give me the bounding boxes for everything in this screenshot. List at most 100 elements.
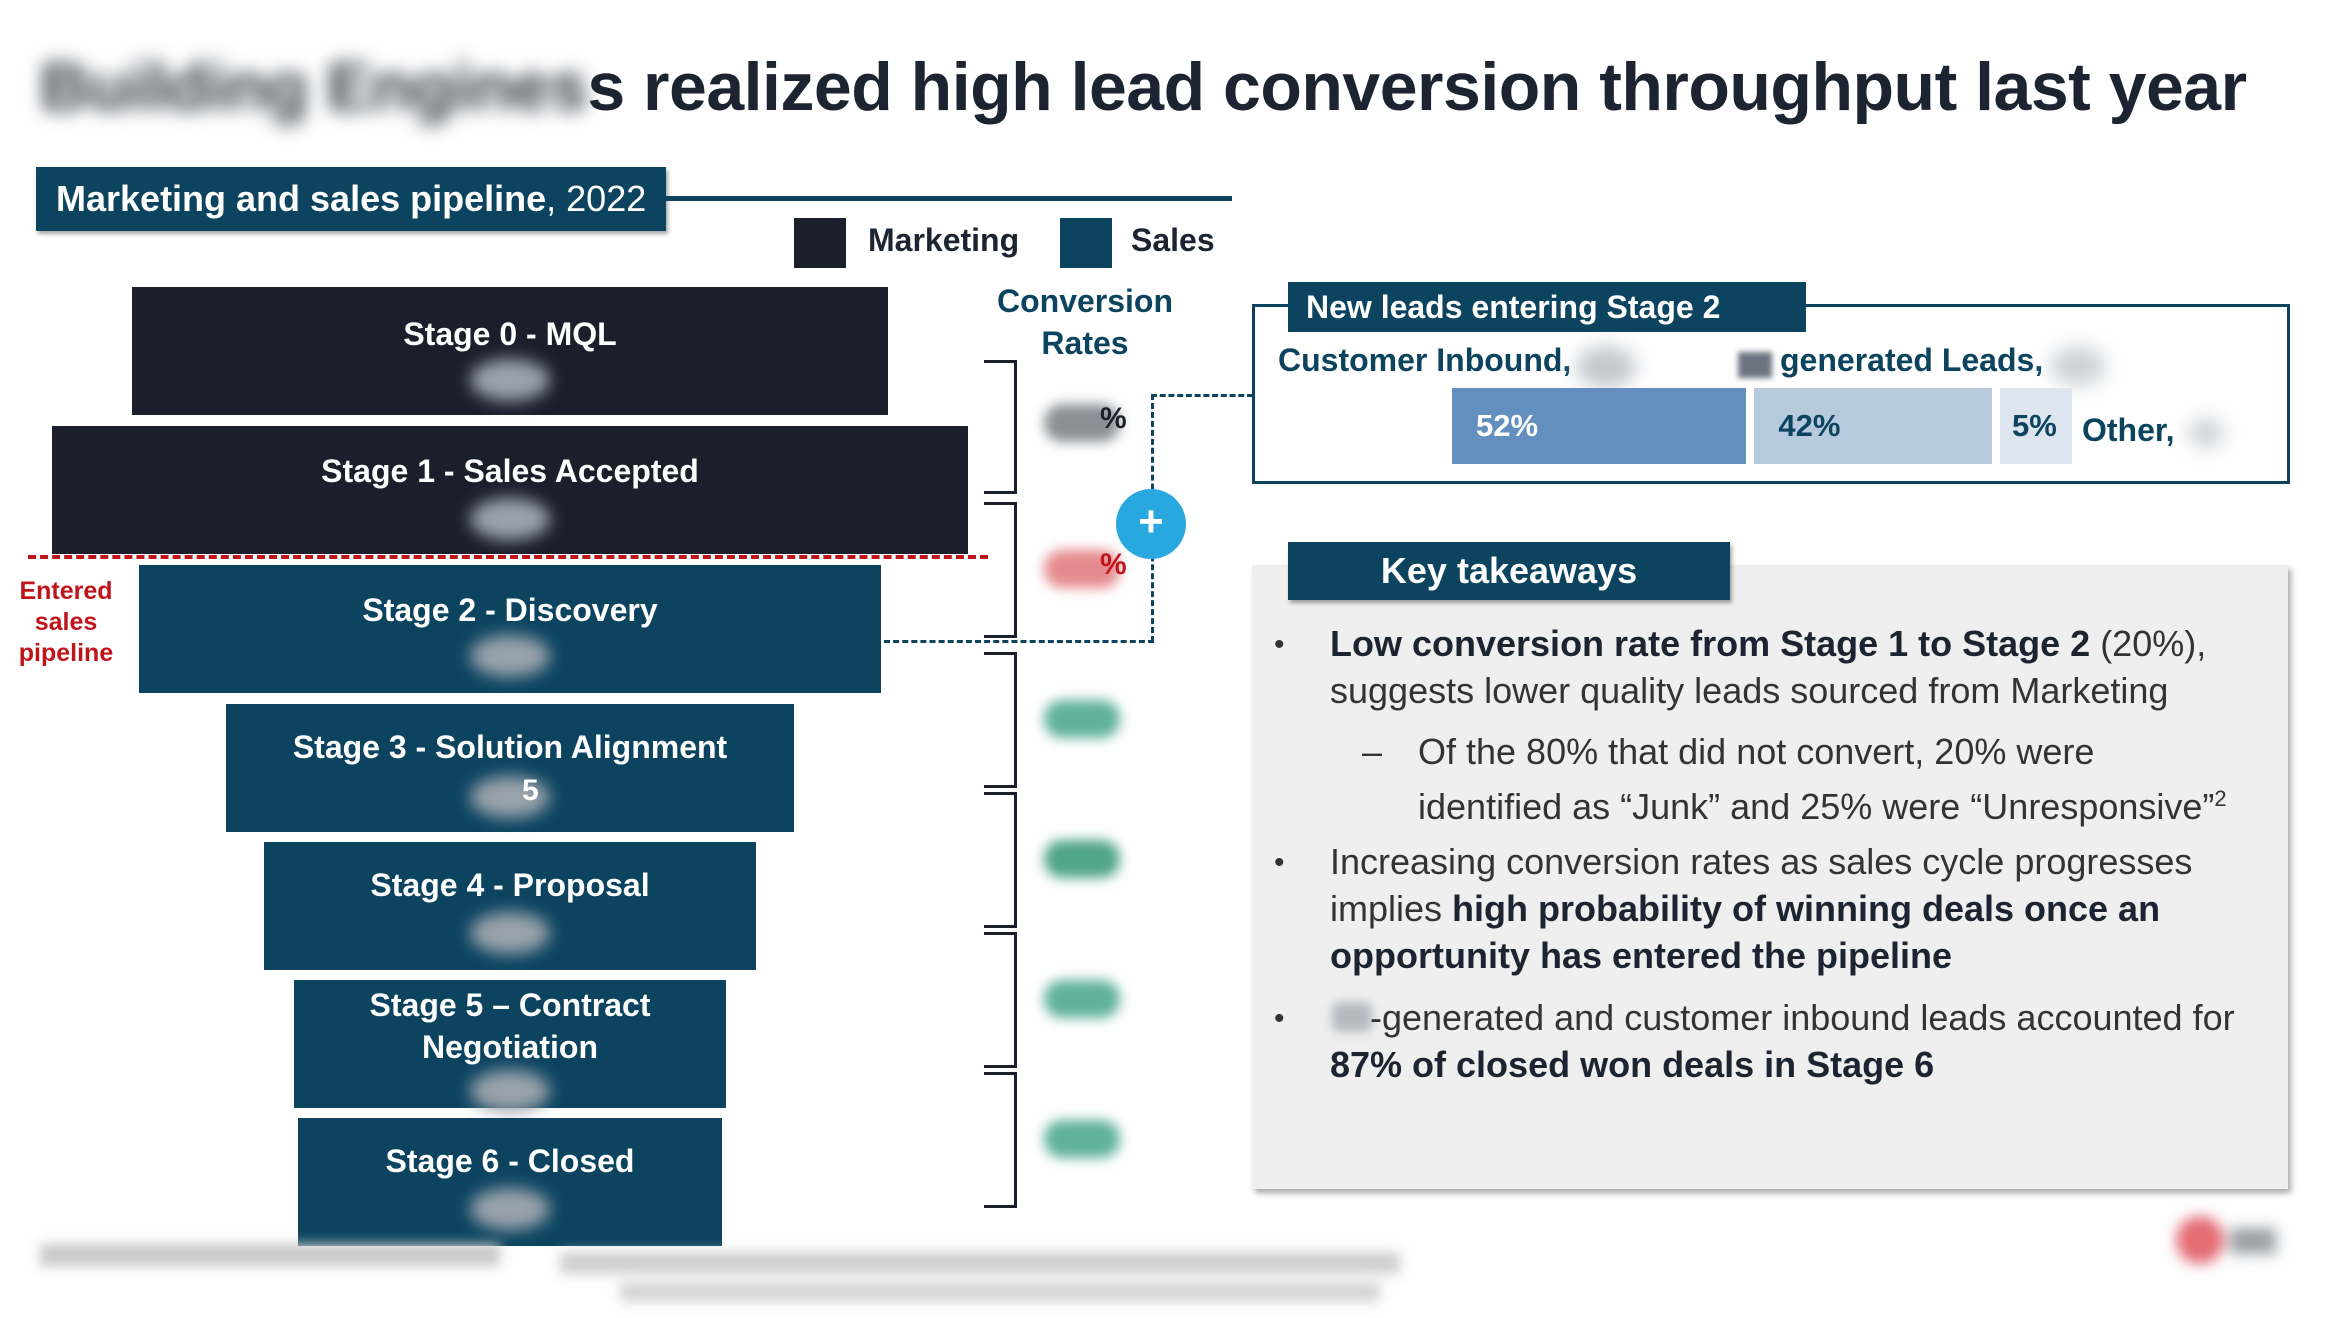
company-logo-mark: [2176, 1216, 2224, 1264]
legend-marketing-label: Marketing: [868, 222, 1020, 258]
conversion-rate-1-suffix: %: [1100, 548, 1127, 581]
conversion-rate-2-redacted: [1044, 700, 1120, 738]
lead-bar-generated-pct: 42%: [1778, 408, 1841, 443]
takeaway-2-line1: Increasing conversion rates as sales cyc…: [1330, 841, 2193, 882]
lead-bar-customer-inbound: 52%: [1452, 388, 1747, 464]
conversion-rate-1-redacted: [1044, 550, 1120, 588]
takeaway-sub-line1: Of the 80% that did not convert, 20% wer…: [1418, 731, 2095, 772]
footnote-redacted-1: [40, 1244, 500, 1266]
stage-6-closed: Stage 6 - Closed: [298, 1118, 722, 1246]
takeaway-3: -generated and customer inbound leads ac…: [1370, 994, 2280, 1041]
stage-6-value-redacted: [470, 1188, 550, 1230]
stage-1-sales-accepted: Stage 1 - Sales Accepted: [52, 426, 968, 554]
stage-1-label: Stage 1 - Sales Accepted: [321, 453, 699, 489]
lead-bar-other-pct: 5%: [2011, 408, 2057, 443]
takeaway-3-bold: 87% of closed won deals in Stage 6: [1330, 1044, 1935, 1085]
page-title: Building Enginess realized high lead con…: [40, 48, 2247, 126]
stage-4-proposal: Stage 4 - Proposal: [264, 842, 756, 970]
conversion-brace-1-2: [984, 502, 1017, 638]
stage-1-value-redacted: [470, 498, 550, 540]
conversion-brace-4-5: [984, 932, 1017, 1068]
company-logo-text: [2230, 1228, 2276, 1254]
conversion-rates-header: Conversion Rates: [990, 280, 1180, 364]
generated-leads-label: generated Leads,: [1780, 342, 2044, 378]
connector-box-horizontal: [1151, 394, 1253, 397]
conversion-rate-0-redacted: [1044, 404, 1120, 442]
stage-3-label: Stage 3 - Solution Alignment: [292, 729, 728, 765]
stage-6-label: Stage 6 - Closed: [385, 1143, 635, 1179]
pipeline-header: Marketing and sales pipeline, 2022: [36, 167, 666, 231]
stage-3-solution-alignment: Stage 3 - Solution Alignment 5: [226, 704, 794, 832]
conversion-brace-2-3: [984, 652, 1017, 788]
other-label: Other,: [2082, 412, 2175, 448]
customer-inbound-label: Customer Inbound,: [1278, 342, 1572, 378]
takeaway-3-cont: 87% of closed won deals in Stage 6: [1330, 1041, 2270, 1088]
takeaway-bullet-1: •: [1274, 628, 1285, 661]
conversion-rate-0-suffix: %: [1100, 402, 1127, 435]
legend-sales-label: Sales: [1131, 222, 1215, 258]
company-logo: [2170, 1210, 2280, 1272]
conversion-brace-3-4: [984, 792, 1017, 928]
stage-3-value-redacted: [470, 776, 550, 818]
takeaway-2: Increasing conversion rates as sales cyc…: [1330, 838, 2270, 979]
stage-4-value-redacted: [470, 912, 550, 954]
key-takeaways-panel: [1252, 565, 2288, 1189]
stage-5-contract-negotiation: Stage 5 – Contract Negotiation: [294, 980, 726, 1112]
stage-0-mql: Stage 0 - MQL: [132, 287, 888, 415]
pipeline-header-year: , 2022: [546, 178, 647, 219]
takeaway-1-line2: suggests lower quality leads sourced fro…: [1330, 670, 2169, 711]
legend-marketing-swatch: [794, 218, 846, 268]
expand-plus-icon[interactable]: +: [1116, 489, 1186, 559]
entered-label-line2: sales: [34, 608, 98, 636]
title-redacted-part: Building Engines: [40, 49, 588, 125]
pipeline-header-rule: [666, 196, 1232, 201]
stage-2-label: Stage 2 - Discovery: [362, 592, 658, 628]
stage-0-label: Stage 0 - MQL: [403, 316, 617, 352]
takeaway-3-line1: -generated and customer inbound leads ac…: [1370, 997, 2235, 1038]
pipeline-entry-line: [28, 555, 988, 559]
stage-2-discovery: Stage 2 - Discovery: [139, 565, 881, 693]
takeaway-sub-footnote: 2: [2214, 786, 2227, 811]
generated-leads-value-redacted: [2050, 346, 2106, 386]
title-visible-part: s realized high lead conversion throughp…: [587, 49, 2247, 125]
lead-bar-other: 5%: [1999, 388, 2072, 464]
conversion-brace-5-6: [984, 1072, 1017, 1208]
stage-0-value-redacted: [470, 359, 550, 401]
other-value-redacted: [2188, 418, 2224, 448]
conversion-rate-5-redacted: [1044, 1120, 1120, 1158]
footnote-redacted-3: [620, 1282, 1380, 1302]
takeaway-2-bold1: high probability of winning deals once a…: [1452, 888, 2161, 929]
generated-source-redacted: [1738, 352, 1772, 378]
stage-4-label: Stage 4 - Proposal: [370, 867, 650, 903]
footnote-redacted-2: [560, 1252, 1400, 1274]
pipeline-header-title: Marketing and sales pipeline: [56, 178, 547, 219]
conversion-header-line2: Rates: [1041, 325, 1129, 361]
takeaway-bullet-2: •: [1274, 846, 1285, 879]
entered-label-line3: pipeline: [18, 639, 114, 667]
lead-bar-customer-inbound-pct: 52%: [1476, 408, 1539, 443]
takeaway-1-rest: (20%),: [2090, 623, 2207, 664]
takeaway-1-bold: Low conversion rate from Stage 1 to Stag…: [1330, 623, 2091, 664]
takeaway-2-bold2: opportunity has entered the pipeline: [1330, 935, 1953, 976]
takeaway-2-pre: implies: [1330, 888, 1453, 929]
legend-sales-swatch: [1060, 218, 1112, 268]
stage-3-value-tail: 5: [522, 774, 539, 807]
conversion-rate-4-redacted: [1044, 980, 1120, 1018]
entered-sales-pipeline-label: Entered sales pipeline: [10, 576, 122, 669]
connector-stage2-horizontal: [884, 640, 1154, 643]
stage-2-value-redacted: [470, 635, 550, 677]
conversion-header-line1: Conversion: [996, 283, 1174, 319]
key-takeaways-title: Key takeaways: [1288, 542, 1730, 600]
lead-source-bar: 52% 42% 5%: [1452, 388, 2072, 464]
conversion-rate-3-redacted: [1044, 840, 1120, 878]
stage-5-label: Stage 5 – Contract Negotiation: [369, 987, 651, 1065]
takeaway-bullet-3: •: [1274, 1002, 1285, 1035]
conversion-brace-0-1: [984, 360, 1017, 494]
takeaway-sub-line2: identified as “Junk” and 25% were “Unres…: [1418, 786, 2215, 827]
new-leads-title: New leads entering Stage 2: [1288, 282, 1806, 332]
lead-bar-generated: 42%: [1754, 388, 1992, 464]
takeaway-1: Low conversion rate from Stage 1 to Stag…: [1330, 620, 2270, 714]
stage-5-value-redacted: [470, 1070, 550, 1112]
customer-inbound-value-redacted: [1576, 346, 1636, 388]
takeaway-3-source-redacted: [1332, 1002, 1372, 1032]
